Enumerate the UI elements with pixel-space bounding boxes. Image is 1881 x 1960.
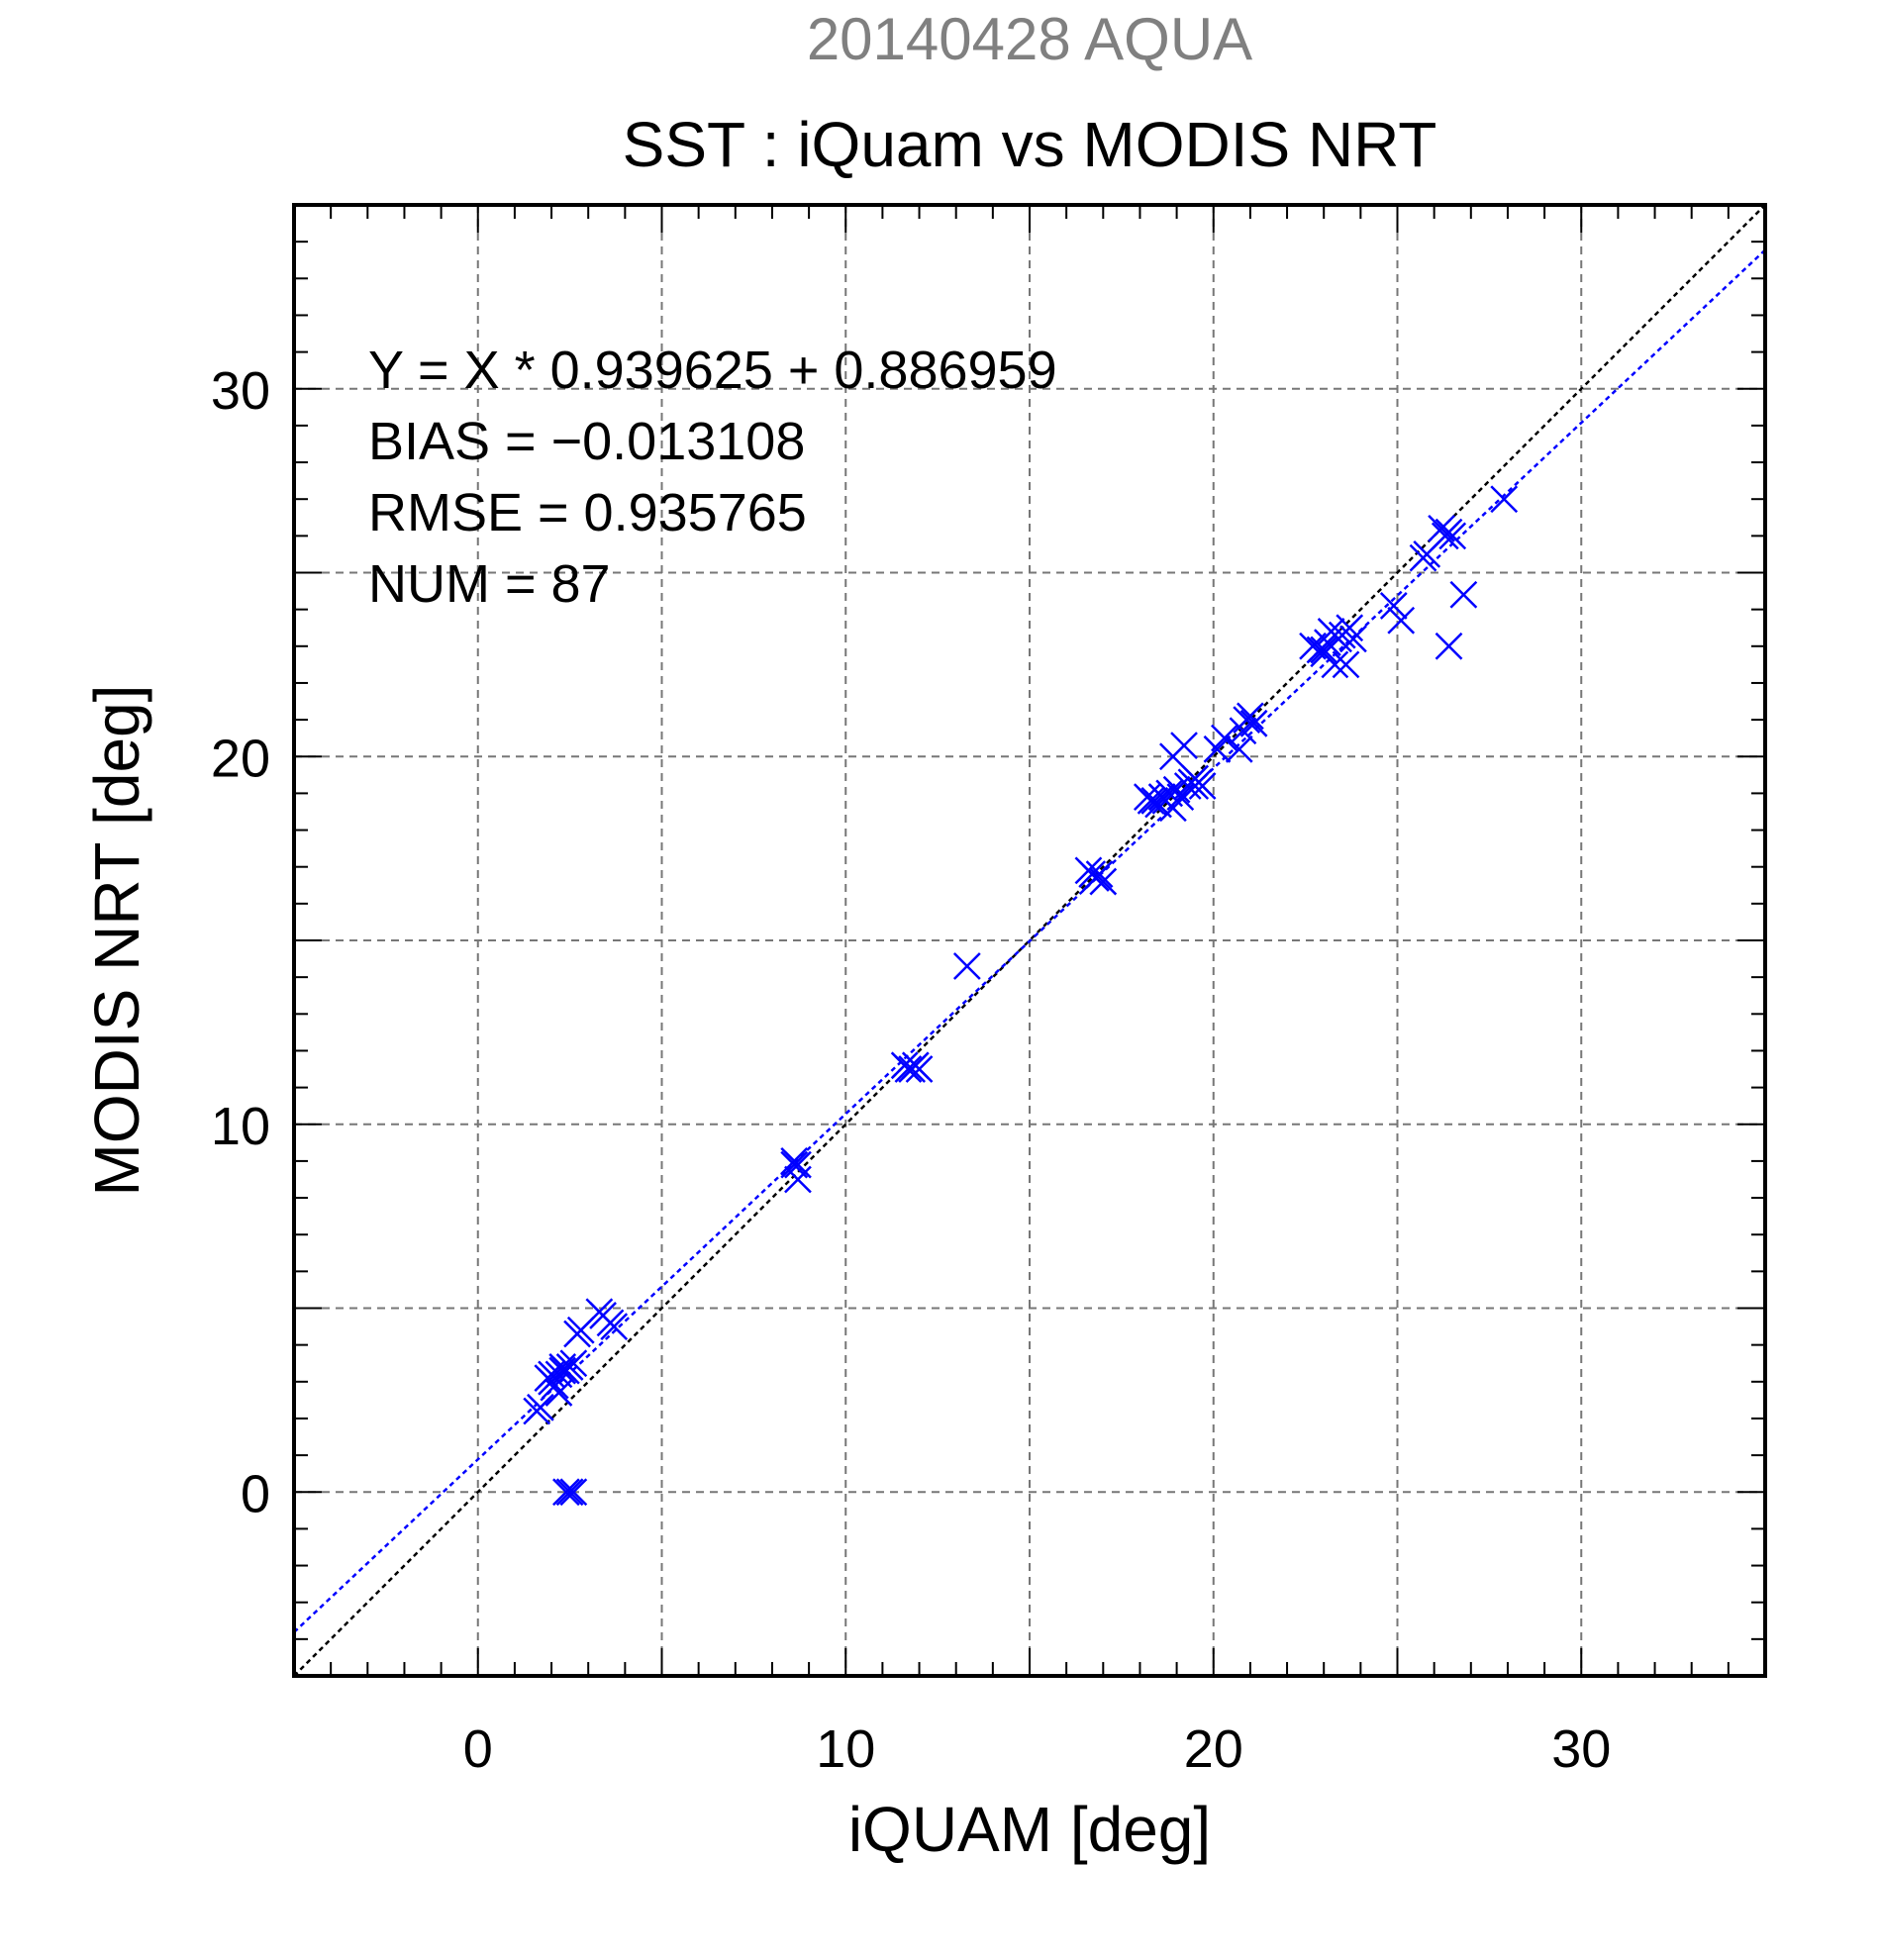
data-points: [523, 485, 1519, 1507]
x-tick-label: 0: [463, 1719, 493, 1779]
tick-labels: 0 10 20 30 0 10 20 30: [211, 361, 1611, 1779]
data-point: [1089, 867, 1118, 896]
data-point: [1438, 522, 1467, 550]
data-point: [894, 1055, 923, 1083]
data-point: [527, 1393, 554, 1421]
x-axis-label: iQUAM [deg]: [848, 1794, 1211, 1865]
plot-frame: [292, 203, 1767, 1678]
x-tick-label: 20: [1184, 1719, 1243, 1779]
data-point: [559, 1478, 588, 1507]
chart-title: SST : iQuam vs MODIS NRT: [623, 109, 1437, 180]
data-point: [1162, 775, 1191, 804]
data-point: [1449, 580, 1478, 609]
data-point: [1170, 732, 1198, 759]
y-tick-label: 30: [211, 361, 270, 421]
data-point: [1387, 606, 1416, 635]
data-point: [555, 1478, 584, 1507]
y-tick-label: 10: [211, 1097, 270, 1156]
data-point: [1339, 625, 1367, 653]
num-value: NUM = 87: [368, 554, 611, 614]
data-point: [784, 1150, 812, 1179]
data-point: [780, 1150, 809, 1179]
bias-value: BIAS = −0.013108: [368, 412, 805, 471]
reference-lines: [294, 205, 1765, 1676]
axis-ticks: [293, 204, 1766, 1677]
data-point: [1332, 650, 1360, 679]
rmse-value: RMSE = 0.935765: [368, 483, 807, 542]
data-point: [1321, 650, 1349, 679]
y-tick-label: 20: [211, 729, 270, 788]
fit-equation: Y = X * 0.939625 + 0.886959: [368, 341, 1057, 400]
data-point: [1188, 772, 1217, 800]
data-point: [1490, 485, 1519, 514]
data-point: [1310, 636, 1338, 664]
data-point: [1181, 772, 1210, 800]
data-point: [1314, 629, 1341, 656]
y-axis-label: MODIS NRT [deg]: [81, 685, 152, 1197]
chart-supertitle: 20140428 AQUA: [807, 6, 1252, 72]
data-point: [905, 1055, 934, 1083]
data-point: [1237, 702, 1264, 731]
data-point: [1081, 863, 1110, 892]
x-tick-label: 30: [1551, 1719, 1611, 1779]
data-point: [1225, 735, 1253, 763]
data-point: [1336, 614, 1364, 642]
data-point: [1211, 724, 1238, 752]
data-point: [552, 1478, 580, 1507]
y-tick-label: 0: [241, 1464, 270, 1523]
data-point: [1137, 786, 1165, 815]
x-tick-label: 10: [816, 1719, 875, 1779]
data-point: [1239, 709, 1268, 737]
data-point: [1147, 783, 1176, 811]
data-point: [1435, 632, 1463, 660]
data-point: [952, 952, 981, 980]
data-point: [600, 1313, 629, 1340]
data-point: [1379, 592, 1408, 620]
stats-annotations: Y = X * 0.939625 + 0.886959 BIAS = −0.01…: [368, 341, 1057, 614]
fit-line: [294, 248, 1765, 1633]
data-point: [538, 1367, 565, 1396]
